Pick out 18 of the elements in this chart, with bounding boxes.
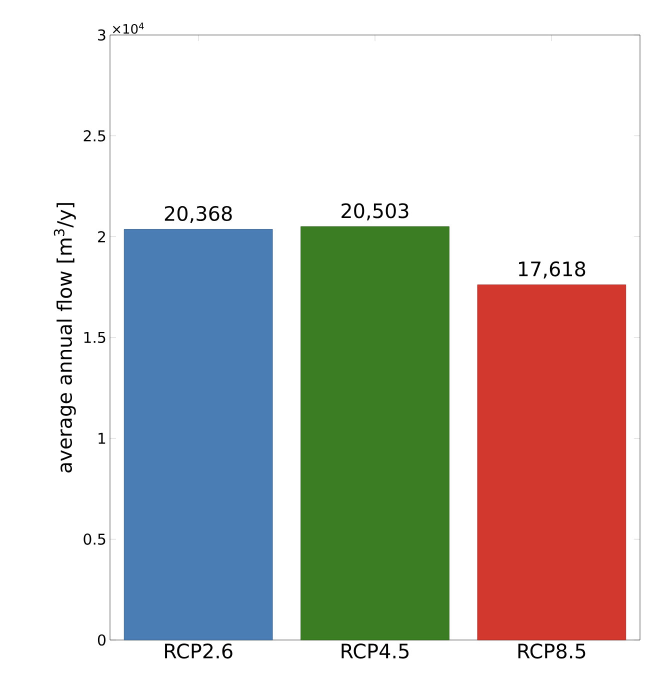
y-axis-title: average annual flow [m$^{3}$/y] bbox=[54, 203, 76, 472]
annotation: 20,503 bbox=[342, 203, 408, 220]
x-tick-label: RCP4.5 bbox=[342, 644, 409, 659]
annotation: 20,368 bbox=[164, 206, 232, 224]
x-tick-label: RCP2.6 bbox=[165, 644, 232, 659]
text: ×10$^{4}$ bbox=[112, 22, 144, 34]
y-tick-label: 1.5 bbox=[84, 332, 106, 344]
bar bbox=[300, 226, 450, 640]
y-tick-label: 3 bbox=[98, 29, 106, 41]
bar bbox=[477, 284, 626, 640]
x-tick-label: RCP8.5 bbox=[518, 644, 586, 659]
y-tick-label: 2 bbox=[98, 231, 105, 242]
y-tick-label: 2.5 bbox=[84, 130, 106, 142]
y-tick-label: 0.5 bbox=[84, 534, 106, 545]
y-tick-label: 1 bbox=[98, 432, 106, 444]
annotation: 17,618 bbox=[519, 261, 586, 278]
bar bbox=[124, 229, 273, 640]
y-tick-label: 0 bbox=[98, 634, 106, 646]
